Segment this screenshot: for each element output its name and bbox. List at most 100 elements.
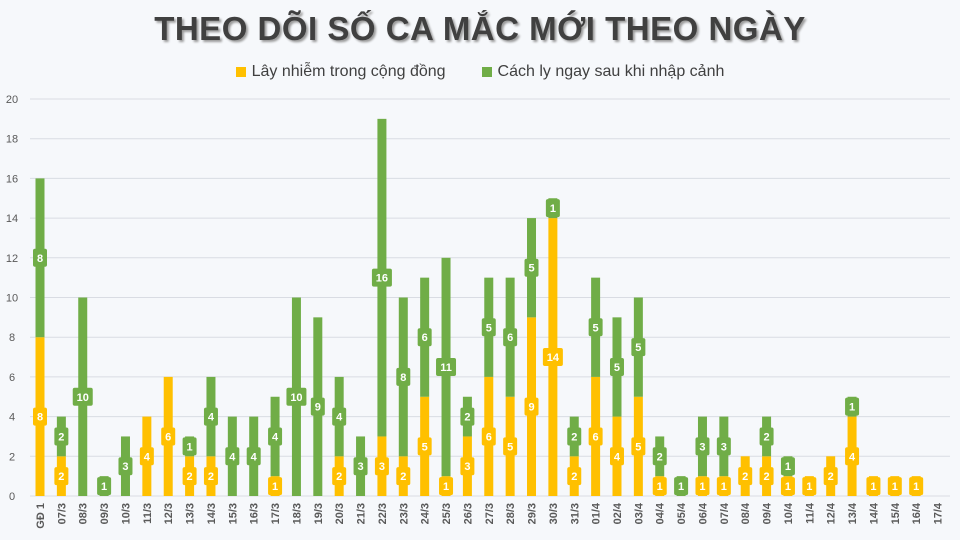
x-tick-label: 31/3 (569, 503, 581, 524)
data-label-box (866, 477, 881, 496)
data-label-box (33, 248, 47, 267)
data-label-box (545, 199, 560, 218)
data-label-box (695, 477, 710, 496)
y-tick-label: 10 (6, 293, 18, 305)
data-label-box (460, 457, 475, 476)
x-tick-label: 08/3 (78, 503, 90, 524)
data-label: 5 (593, 322, 599, 334)
x-tick-label: 09/4 (762, 502, 774, 524)
x-tick-label: 28/3 (505, 503, 517, 524)
data-label: 4 (144, 451, 151, 463)
x-tick-label: 01/4 (591, 502, 603, 524)
data-label-box (439, 477, 454, 496)
data-label: 2 (187, 471, 193, 483)
data-label: 16 (376, 273, 388, 285)
data-label-box (268, 477, 283, 496)
x-tick-label: 04/4 (655, 502, 667, 524)
data-label: 2 (742, 471, 748, 483)
data-label-box (225, 447, 240, 466)
data-label-box (652, 477, 667, 496)
data-label-box (716, 437, 731, 456)
data-label-box (503, 328, 518, 347)
data-label: 8 (400, 372, 406, 384)
data-label: 2 (336, 471, 342, 483)
data-label-box (371, 268, 392, 287)
data-label: 6 (486, 431, 492, 443)
data-label-box (631, 338, 646, 357)
y-tick-label: 8 (9, 332, 15, 344)
data-label: 3 (464, 461, 470, 473)
data-label: 5 (422, 441, 428, 453)
data-label: 4 (849, 451, 856, 463)
data-label: 4 (208, 412, 215, 424)
data-label: 2 (571, 471, 577, 483)
data-label: 1 (849, 402, 855, 414)
data-label-box (374, 457, 389, 476)
y-tick-label: 14 (6, 213, 18, 225)
data-label: 2 (657, 451, 663, 463)
data-label-box (695, 437, 710, 456)
data-label: 10 (290, 392, 302, 404)
data-label-box (609, 447, 624, 466)
data-label: 4 (336, 412, 343, 424)
data-label: 1 (443, 481, 449, 493)
legend-item-quarantine: Cách ly ngay sau khi nhập cảnh (481, 63, 724, 81)
data-label-box (652, 447, 667, 466)
data-label-box (542, 348, 563, 367)
data-label-box (286, 387, 307, 406)
data-label: 2 (58, 471, 64, 483)
x-tick-label: 19/3 (313, 503, 325, 524)
legend-swatch-community (235, 67, 246, 77)
x-tick-label: 21/3 (356, 503, 368, 524)
y-tick-label: 0 (9, 491, 15, 503)
data-label-box (118, 457, 133, 476)
data-label: 5 (635, 342, 641, 354)
data-label-box (588, 427, 603, 446)
data-label-box (524, 258, 539, 277)
data-label-box (396, 367, 411, 386)
data-label: 3 (721, 441, 727, 453)
x-tick-label: 16/3 (249, 503, 261, 524)
x-tick-label: 24/3 (420, 503, 432, 524)
data-label-box (759, 467, 774, 486)
legend-label-community: Lây nhiễm trong cộng đồng (251, 63, 446, 80)
data-label-box (503, 437, 518, 456)
data-label: 2 (764, 471, 770, 483)
x-tick-label: 06/4 (697, 502, 709, 524)
data-label-box (54, 427, 69, 446)
data-label: 1 (101, 481, 107, 493)
x-tick-label: 14/3 (206, 503, 218, 524)
data-label-box (161, 427, 176, 446)
data-label-box (802, 477, 817, 496)
data-label: 1 (272, 481, 278, 493)
data-label: 2 (764, 431, 770, 443)
data-label-box (631, 437, 646, 456)
data-label-box (436, 357, 457, 376)
x-tick-label: 03/4 (633, 502, 645, 524)
data-label: 1 (678, 481, 684, 493)
legend: Lây nhiễm trong cộng đồng Cách ly ngay s… (0, 63, 960, 81)
data-label: 1 (785, 461, 791, 473)
data-label: 2 (58, 431, 64, 443)
data-label-box (609, 357, 624, 376)
y-tick-label: 18 (6, 134, 18, 146)
data-label-box (182, 437, 197, 456)
data-label-box (246, 447, 261, 466)
data-label-box (567, 427, 582, 446)
data-label: 2 (208, 471, 214, 483)
data-label-box (72, 387, 93, 406)
data-label-box (332, 407, 347, 426)
y-tick-label: 12 (6, 253, 18, 265)
data-label: 1 (892, 481, 898, 493)
x-tick-label: 10/4 (783, 502, 795, 524)
x-tick-label: 10/3 (120, 503, 132, 524)
data-label: 2 (571, 431, 577, 443)
x-tick-label: 26/3 (462, 503, 474, 524)
data-label-box (417, 437, 432, 456)
y-tick-label: 4 (9, 412, 15, 424)
x-tick-label: 30/3 (548, 503, 560, 524)
x-tick-label: 13/3 (185, 503, 197, 524)
data-label-box (524, 397, 539, 416)
data-label-box (33, 407, 47, 426)
